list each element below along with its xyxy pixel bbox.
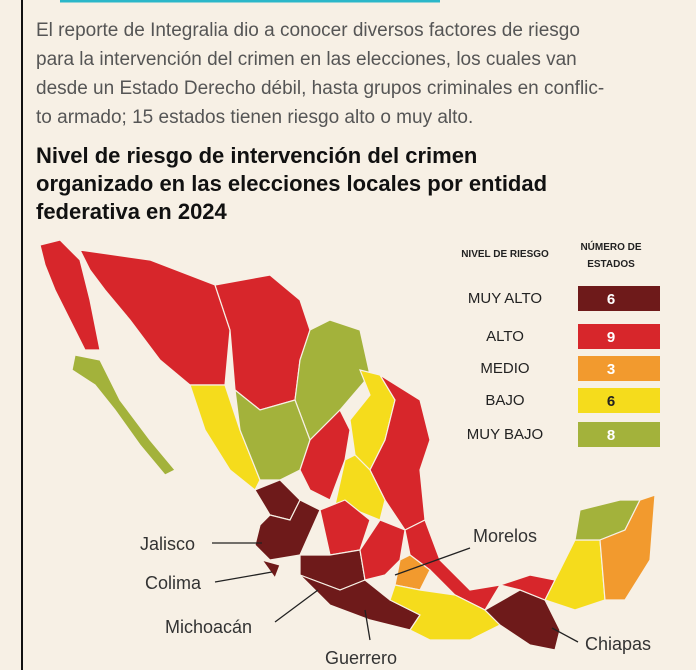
state-shape [319,499,371,556]
state-label: Guerrero [325,648,397,668]
legend-count: 6 [607,291,615,308]
leader-line [394,547,471,576]
state-label: Morelos [473,526,537,546]
legend-count: 6 [607,393,615,410]
leader-line [214,571,273,583]
leader-line [364,609,371,641]
legend-label: MUY ALTO [468,290,542,307]
legend-header: NÚMERO DE [580,240,641,253]
leader-line [551,627,579,643]
state-label: Jalisco [140,534,195,554]
legend-count: 9 [607,329,615,346]
intro-line: to armado; 15 estados tienen riesgo alto… [36,107,473,128]
legend-label: MEDIO [480,360,529,377]
legend-label: BAJO [485,392,524,409]
legend-label: ALTO [486,328,524,345]
legend-swatch [578,286,660,311]
state-shape [299,408,351,501]
title-line: Nivel de riesgo de intervención del crim… [36,143,477,168]
state-label: Chiapas [585,634,651,654]
legend-swatch [578,324,660,349]
legend-swatch [578,422,660,447]
state-shape [260,558,281,580]
state-shape [39,239,101,351]
legend-header: NIVEL DE RIESGO [461,249,549,260]
intro-line: para la intervención del crimen en las e… [36,49,577,70]
legend-count: 8 [607,427,615,444]
leader-lines [212,542,579,643]
state-shape [71,354,176,476]
leader-line [274,589,319,623]
state-shape [484,589,561,651]
legend-label: MUY BAJO [467,426,543,443]
legend: NIVEL DE RIESGO NÚMERO DE ESTADOS MUY ALTO 6… [461,240,660,447]
map [39,239,656,651]
state-shape [189,384,261,491]
legend-swatch [578,388,660,413]
state-labels: Jalisco Colima Michoacán Guerrero Morelos Chi… [140,526,651,668]
state-label: Michoacán [165,617,252,637]
title-line: organizado en las elecciones locales por… [36,171,547,196]
title: Nivel de riesgo de intervención del crim… [36,143,547,224]
intro-line: desde un Estado Derecho débil, hasta gru… [36,78,604,99]
intro-line: El reporte de Integralia dio a conocer d… [36,20,580,41]
state-shape [599,494,656,601]
state-shape [394,554,431,591]
legend-header: ESTADOS [587,259,635,270]
legend-count: 3 [607,361,615,378]
legend-swatch [578,356,660,381]
intro-text: El reporte de Integralia dio a conocer d… [36,20,604,128]
state-label: Colima [145,573,202,593]
title-line: federativa en 2024 [36,199,228,224]
